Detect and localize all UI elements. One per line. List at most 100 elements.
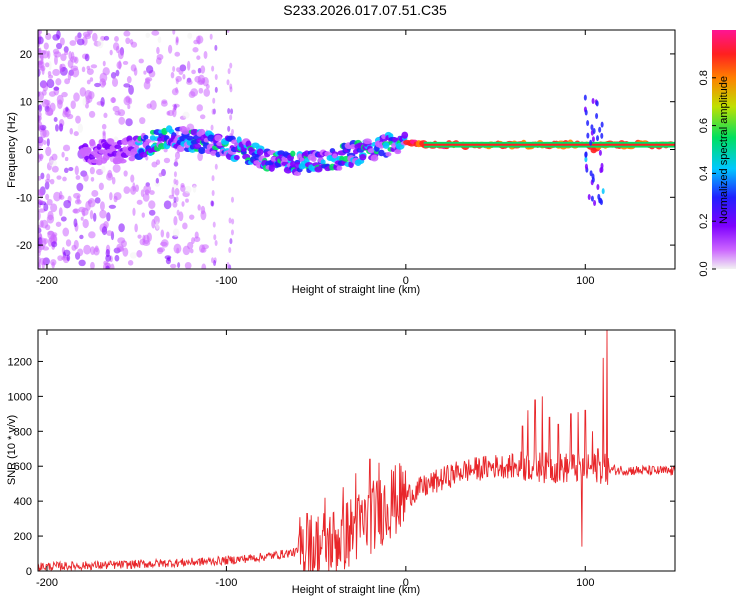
spectral-band-blob: [229, 62, 233, 69]
spectral-noise-blob: [49, 178, 55, 185]
spectral-noise-blob: [143, 80, 151, 90]
spectral-noise-blob: [73, 239, 79, 250]
spectral-ridge-blob: [114, 144, 122, 150]
spectral-noise-blob: [63, 46, 69, 53]
spectrogram-x-label: Height of straight line (km): [292, 284, 420, 296]
spectral-noise-blob: [105, 265, 110, 269]
spectral-noise-blob: [139, 117, 146, 125]
spectral-noise-blob: [163, 200, 172, 210]
x-tick-label: 0: [403, 275, 409, 287]
spectral-noise-blob: [69, 128, 74, 135]
spectral-noise-blob: [155, 221, 160, 230]
spectral-noise-blob: [123, 30, 131, 37]
spectral-noise-blob: [146, 103, 152, 109]
spectral-noise-blob: [88, 231, 96, 239]
spectral-noise-blob: [65, 239, 72, 247]
spectral-noise-blob: [52, 68, 61, 77]
spectral-noise-blob: [193, 39, 199, 45]
spectral-ridge-blob: [133, 145, 140, 151]
spectral-noise-blob: [76, 182, 84, 192]
spectral-noise-blob: [123, 170, 128, 177]
spectral-noise-blob: [58, 207, 63, 217]
spectral-noise-blob: [54, 55, 58, 66]
spectral-noise-blob: [133, 67, 138, 76]
spectral-disturbance-blob: [595, 100, 599, 107]
spectral-noise-blob: [200, 205, 206, 215]
spectral-noise-blob: [38, 91, 45, 101]
spectral-noise-blob: [127, 260, 134, 266]
spectral-ridge-blob: [83, 147, 92, 153]
spectral-ridge-blob: [181, 129, 190, 135]
spectral-noise-blob: [106, 172, 114, 181]
spectral-noise-blob: [38, 68, 41, 77]
spectral-noise-blob: [38, 36, 44, 45]
spectral-noise-blob: [142, 192, 150, 202]
spectral-noise-blob: [108, 204, 117, 209]
spectral-band-blob: [172, 30, 176, 35]
y-tick-label: 1000: [8, 391, 32, 403]
spectral-noise-blob: [197, 80, 205, 86]
y-tick-label: 0: [26, 145, 32, 157]
spectral-band-blob: [211, 189, 215, 196]
spectral-band-blob: [214, 74, 218, 81]
spectral-noise-blob: [38, 137, 44, 143]
spectral-noise-blob: [90, 64, 98, 69]
spectral-noise-blob: [38, 30, 41, 38]
spectral-noise-blob: [125, 95, 131, 103]
spectral-noise-blob: [69, 40, 77, 46]
snr-x-label: Height of straight line (km): [292, 584, 420, 596]
spectral-noise-blob: [189, 248, 194, 254]
spectral-noise-blob: [190, 88, 199, 97]
spectral-noise-blob: [192, 185, 197, 193]
spectral-noise-blob: [160, 229, 165, 238]
spectral-band-blob: [176, 209, 180, 216]
spectrogram-heatmap: [38, 30, 675, 269]
spectral-noise-blob: [149, 100, 157, 111]
spectral-disturbance-blob: [584, 163, 588, 170]
spectral-noise-blob: [115, 69, 120, 77]
spectral-noise-blob: [182, 245, 191, 256]
spectral-band-blob: [231, 128, 235, 135]
spectral-band-blob: [174, 158, 178, 165]
spectral-noise-blob: [151, 30, 160, 36]
spectral-noise-blob: [103, 112, 108, 118]
spectral-noise-blob: [148, 209, 156, 216]
spectral-noise-blob: [83, 244, 91, 255]
spectral-noise-blob: [75, 115, 81, 124]
spectral-noise-blob: [191, 69, 196, 75]
spectral-noise-blob: [66, 113, 74, 120]
spectral-band-blob: [211, 65, 215, 72]
spectral-noise-blob: [47, 210, 54, 221]
spectral-noise-blob: [101, 165, 106, 173]
spectral-noise-blob: [197, 204, 201, 211]
spectral-noise-blob: [182, 73, 186, 80]
spectral-noise-blob: [125, 118, 133, 127]
spectral-noise-blob: [85, 103, 89, 109]
spectral-noise-blob: [38, 263, 42, 269]
spectral-noise-blob: [38, 104, 43, 112]
spectral-noise-blob: [84, 53, 90, 62]
spectral-band-blob: [227, 125, 231, 132]
spectral-band-blob: [211, 257, 215, 264]
spectral-noise-blob: [38, 154, 42, 163]
spectral-noise-blob: [62, 144, 71, 152]
spectral-ridge-blob: [210, 150, 217, 156]
spectral-band-blob: [175, 78, 179, 85]
spectral-noise-blob: [112, 105, 120, 112]
spectral-noise-blob: [181, 201, 185, 207]
snr-y-ticks: 0 200 400 600 800 1000 1200: [8, 356, 675, 578]
spectral-noise-blob: [143, 70, 147, 75]
spectral-disturbance-blob: [601, 188, 605, 195]
spectral-noise-blob: [59, 63, 63, 72]
spectral-noise-blob: [99, 201, 105, 211]
spectral-noise-blob: [74, 199, 82, 205]
spectral-noise-blob: [182, 111, 190, 119]
spectral-noise-blob: [155, 159, 161, 165]
spectral-disturbance-blob: [600, 132, 604, 139]
spectral-noise-blob: [40, 128, 47, 139]
spectral-noise-blob: [106, 212, 111, 222]
spectral-ridge-blob: [118, 158, 127, 164]
spectral-noise-blob: [73, 131, 79, 137]
spectral-noise-blob: [51, 153, 58, 161]
spectral-noise-blob: [158, 172, 163, 177]
